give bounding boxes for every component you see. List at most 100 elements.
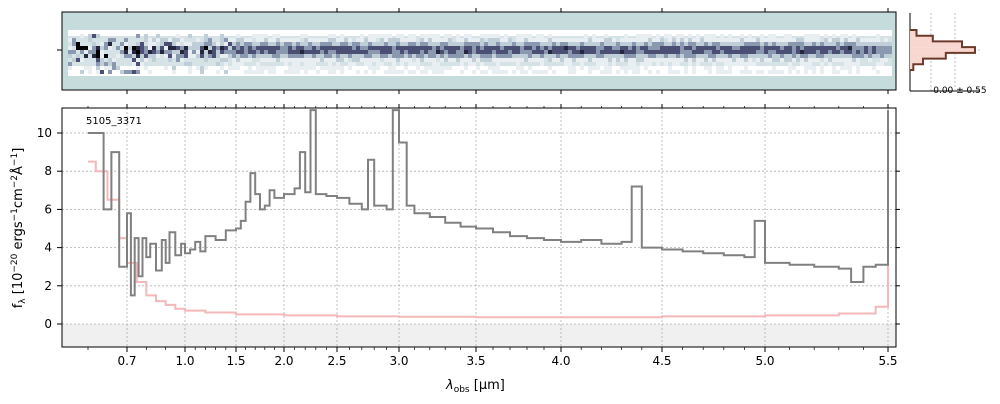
twod-pixel bbox=[300, 54, 304, 58]
twod-pixel bbox=[368, 46, 372, 50]
twod-pixel bbox=[700, 46, 704, 50]
twod-pixel bbox=[576, 46, 580, 50]
twod-pixel bbox=[324, 42, 328, 46]
twod-pixel bbox=[384, 42, 388, 46]
twod-pixel bbox=[764, 58, 768, 62]
twod-pixel bbox=[788, 66, 792, 70]
twod-pixel bbox=[328, 42, 332, 46]
histogram-bar bbox=[910, 41, 962, 48]
twod-pixel bbox=[660, 46, 664, 50]
twod-pixel bbox=[196, 46, 200, 50]
twod-pixel bbox=[884, 50, 888, 54]
twod-pixel bbox=[688, 54, 692, 58]
twod-pixel bbox=[436, 62, 440, 66]
twod-pixel bbox=[840, 58, 844, 62]
twod-pixel bbox=[164, 66, 168, 70]
twod-pixel bbox=[532, 50, 536, 54]
twod-pixel bbox=[804, 66, 808, 70]
twod-pixel bbox=[212, 46, 216, 50]
twod-pixel bbox=[364, 70, 368, 74]
twod-pixel bbox=[620, 38, 624, 42]
twod-pixel bbox=[556, 38, 560, 42]
twod-pixel bbox=[400, 50, 404, 54]
twod-pixel bbox=[400, 58, 404, 62]
twod-pixel bbox=[136, 54, 140, 58]
twod-pixel bbox=[332, 42, 336, 46]
twod-pixel bbox=[516, 34, 520, 38]
twod-pixel bbox=[228, 54, 232, 58]
twod-pixel bbox=[304, 42, 308, 46]
twod-pixel bbox=[776, 38, 780, 42]
twod-pixel bbox=[620, 58, 624, 62]
twod-pixel bbox=[864, 50, 868, 54]
twod-pixel bbox=[788, 50, 792, 54]
twod-pixel bbox=[264, 50, 268, 54]
twod-pixel bbox=[440, 38, 444, 42]
twod-pixel bbox=[592, 66, 596, 70]
twod-pixel bbox=[636, 34, 640, 38]
twod-pixel bbox=[756, 50, 760, 54]
twod-pixel bbox=[660, 54, 664, 58]
twod-pixel bbox=[448, 46, 452, 50]
twod-pixel bbox=[720, 54, 724, 58]
twod-pixel bbox=[736, 38, 740, 42]
twod-pixel bbox=[596, 42, 600, 46]
twod-pixel bbox=[288, 50, 292, 54]
twod-pixel bbox=[352, 62, 356, 66]
twod-pixel bbox=[724, 42, 728, 46]
twod-pixel bbox=[748, 46, 752, 50]
twod-pixel bbox=[840, 66, 844, 70]
twod-pixel bbox=[856, 50, 860, 54]
twod-pixel bbox=[400, 54, 404, 58]
twod-pixel bbox=[748, 42, 752, 46]
twod-pixel bbox=[120, 70, 124, 74]
twod-pixel bbox=[676, 70, 680, 74]
twod-pixel bbox=[644, 46, 648, 50]
twod-pixel bbox=[428, 66, 432, 70]
twod-pixel bbox=[692, 42, 696, 46]
twod-pixel bbox=[488, 58, 492, 62]
twod-pixel bbox=[592, 42, 596, 46]
twod-pixel bbox=[784, 50, 788, 54]
twod-pixel bbox=[624, 46, 628, 50]
twod-pixel bbox=[744, 46, 748, 50]
twod-pixel bbox=[596, 66, 600, 70]
twod-pixel bbox=[492, 70, 496, 74]
twod-pixel bbox=[224, 42, 228, 46]
twod-pixel bbox=[604, 42, 608, 46]
twod-pixel bbox=[332, 66, 336, 70]
twod-pixel bbox=[208, 38, 212, 42]
twod-pixel bbox=[436, 66, 440, 70]
twod-pixel bbox=[744, 70, 748, 74]
twod-pixel bbox=[440, 58, 444, 62]
twod-pixel bbox=[352, 54, 356, 58]
twod-pixel bbox=[288, 58, 292, 62]
twod-pixel bbox=[164, 54, 168, 58]
twod-pixel bbox=[428, 54, 432, 58]
twod-pixel bbox=[724, 54, 728, 58]
twod-pixel bbox=[636, 42, 640, 46]
twod-pixel bbox=[640, 54, 644, 58]
twod-pixel bbox=[632, 38, 636, 42]
twod-pixel bbox=[96, 58, 100, 62]
twod-pixel bbox=[596, 38, 600, 42]
twod-pixel bbox=[256, 62, 260, 66]
twod-pixel bbox=[852, 62, 856, 66]
twod-pixel bbox=[204, 42, 208, 46]
twod-pixel bbox=[364, 46, 368, 50]
twod-pixel bbox=[164, 42, 168, 46]
twod-pixel bbox=[200, 54, 204, 58]
twod-pixel bbox=[140, 62, 144, 66]
twod-pixel bbox=[108, 38, 112, 42]
twod-pixel bbox=[204, 38, 208, 42]
twod-pixel bbox=[288, 42, 292, 46]
twod-pixel bbox=[684, 66, 688, 70]
twod-pixel bbox=[872, 38, 876, 42]
twod-pixel bbox=[840, 54, 844, 58]
twod-pixel bbox=[328, 50, 332, 54]
twod-pixel bbox=[716, 46, 720, 50]
twod-pixel bbox=[460, 58, 464, 62]
twod-pixel bbox=[752, 54, 756, 58]
twod-pixel bbox=[772, 50, 776, 54]
twod-pixel bbox=[704, 66, 708, 70]
